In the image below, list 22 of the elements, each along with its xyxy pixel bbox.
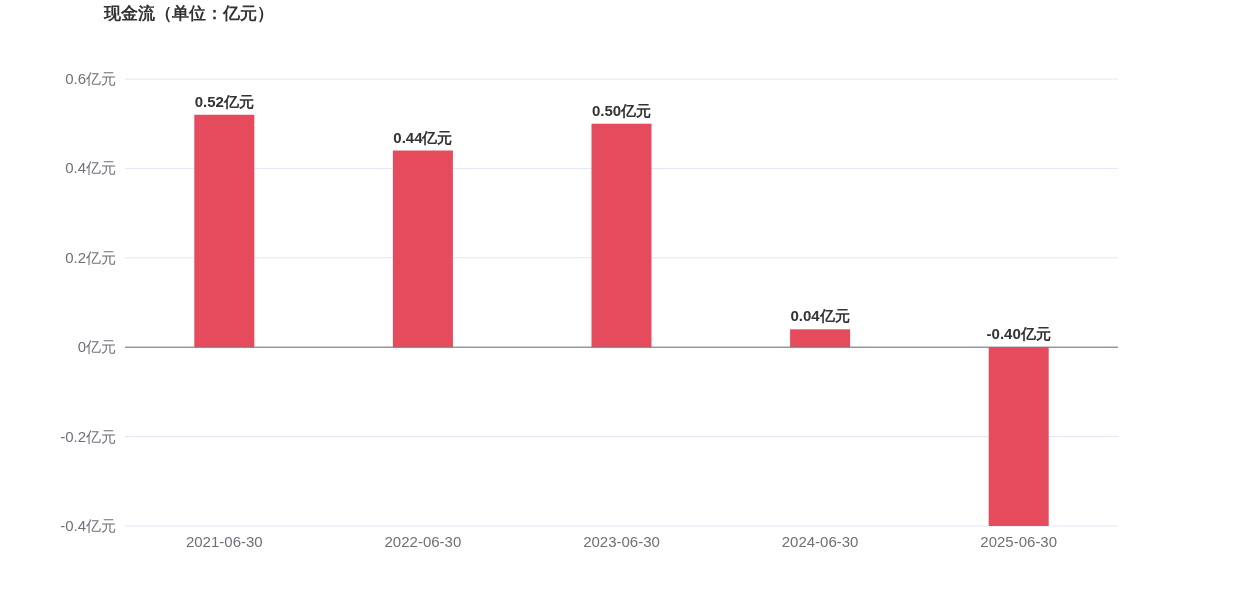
x-tick-label: 2021-06-30 <box>185 533 263 550</box>
x-tick-label: 2023-06-30 <box>583 533 660 550</box>
y-tick-label: -0.2亿元 <box>60 427 116 445</box>
bar <box>194 114 255 348</box>
x-tick-label: 2024-06-30 <box>781 533 859 550</box>
data-label: 0.04亿元 <box>790 307 850 325</box>
chart-title: 现金流（单位：亿元） <box>103 4 274 23</box>
bar <box>988 347 1049 526</box>
data-label: 0.44亿元 <box>393 128 453 146</box>
x-tick-label: 2025-06-30 <box>980 533 1058 550</box>
y-tick-label: 0.4亿元 <box>65 159 116 177</box>
bar <box>790 329 851 348</box>
y-tick-label: 0.2亿元 <box>65 248 116 266</box>
bar <box>591 123 652 348</box>
bar <box>392 150 453 348</box>
y-tick-label: -0.4亿元 <box>60 517 116 534</box>
data-label: -0.40亿元 <box>986 325 1051 343</box>
y-tick-label: 0.6亿元 <box>65 70 116 87</box>
data-label: 0.50亿元 <box>591 101 652 119</box>
data-label: 0.52亿元 <box>194 92 254 110</box>
y-tick-label: 0亿元 <box>77 338 116 356</box>
x-tick-label: 2022-06-30 <box>384 533 462 550</box>
